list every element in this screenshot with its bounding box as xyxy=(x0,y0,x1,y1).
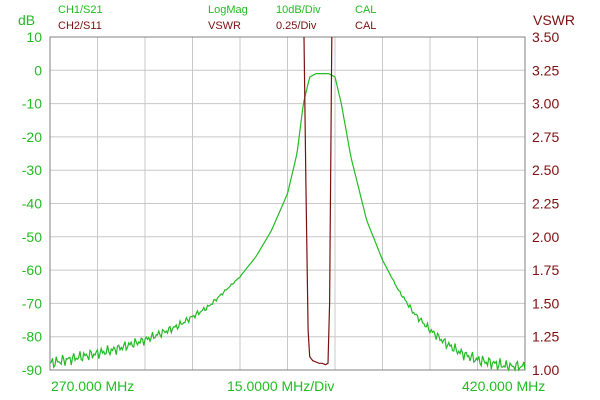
left-axis-label: dB xyxy=(18,12,36,28)
x-scale-label: 15.0000 MHz/Div xyxy=(227,378,335,394)
x-stop-label: 420.000 MHz xyxy=(462,378,546,394)
right-tick-label: 1.50 xyxy=(532,295,559,311)
ch1-name: CH1/S21 xyxy=(58,4,103,16)
left-tick-label: -10 xyxy=(22,96,42,112)
ch1-scale: 10dB/Div xyxy=(276,4,321,16)
x-start-label: 270.000 MHz xyxy=(51,378,135,394)
ch2-name: CH2/S11 xyxy=(58,20,102,32)
right-tick-label: 1.00 xyxy=(532,362,559,378)
ch2-scale: 0.25/Div xyxy=(276,20,317,32)
right-axis-label: VSWR xyxy=(533,12,575,28)
ch2-format: VSWR xyxy=(208,20,241,32)
right-tick-label: 3.00 xyxy=(532,96,559,112)
left-tick-label: -20 xyxy=(22,129,42,145)
ch1-cal: CAL xyxy=(355,4,377,16)
left-tick-label: -30 xyxy=(22,162,42,178)
left-axis-ticks: 10 0 -10 -20 -30 -40 -50 -60 -70 -80 -90 xyxy=(22,29,42,378)
left-tick-label: -60 xyxy=(22,262,42,278)
right-axis-ticks: 3.50 3.25 3.00 2.75 2.50 2.25 2.00 1.75 1.50 1.25… xyxy=(532,29,559,378)
right-tick-label: 1.25 xyxy=(532,329,559,345)
left-tick-label: -80 xyxy=(22,329,42,345)
right-tick-label: 2.75 xyxy=(532,129,559,145)
left-tick-label: 10 xyxy=(26,29,42,45)
left-tick-label: -50 xyxy=(22,229,42,245)
left-tick-label: -40 xyxy=(22,196,42,212)
left-tick-label: 0 xyxy=(34,62,42,78)
series-line-ch1-s21 xyxy=(49,73,526,373)
right-tick-label: 2.00 xyxy=(532,229,559,245)
ch1-format: LogMag xyxy=(208,4,248,16)
plot-frame xyxy=(49,36,526,371)
right-tick-label: 2.50 xyxy=(532,162,559,178)
grid xyxy=(49,36,526,371)
right-tick-label: 1.75 xyxy=(532,262,559,278)
left-tick-label: -70 xyxy=(22,295,42,311)
series-line-ch2-s11 xyxy=(303,36,333,366)
traces xyxy=(49,36,526,373)
left-tick-label: -90 xyxy=(22,362,42,378)
right-tick-label: 3.25 xyxy=(532,62,559,78)
right-tick-label: 2.25 xyxy=(532,196,559,212)
right-tick-label: 3.50 xyxy=(532,29,559,45)
ch2-cal: CAL xyxy=(355,20,377,32)
